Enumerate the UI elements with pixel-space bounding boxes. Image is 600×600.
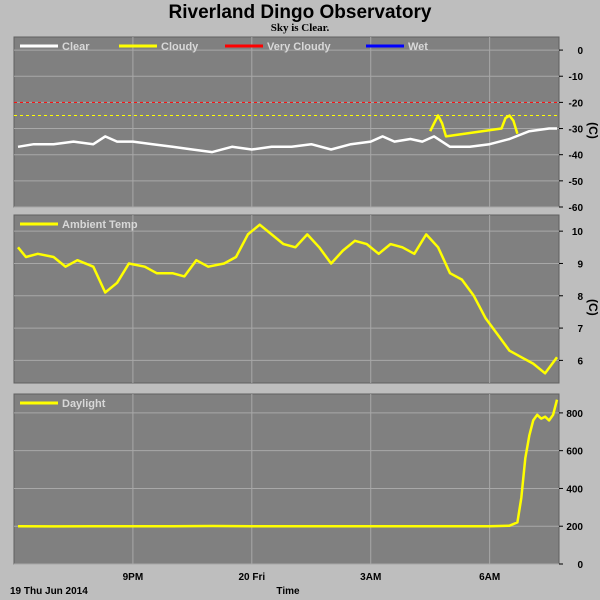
y-tick-label: 600 bbox=[566, 447, 583, 458]
y-tick-label: 0 bbox=[577, 560, 583, 571]
plot-area bbox=[13, 214, 560, 384]
panel-3: 800 600 400 200 0 9PM 20 Fri 3AM 6AM Daylight bbox=[13, 393, 583, 583]
x-tick-label: 20 Fri bbox=[238, 572, 265, 583]
series-line bbox=[17, 399, 559, 528]
y-tick-label: 0 bbox=[577, 46, 583, 57]
y-tick-label: 400 bbox=[566, 484, 583, 495]
series-line bbox=[17, 127, 557, 154]
legend-label: Very Cloudy bbox=[267, 41, 331, 53]
legend-label: Clear bbox=[62, 41, 90, 53]
y-tick-label: -50 bbox=[569, 177, 584, 188]
x-axis-label: Time bbox=[276, 586, 300, 597]
y-tick-label: 6 bbox=[577, 356, 583, 367]
plot-area bbox=[13, 36, 560, 208]
legend-label: Daylight bbox=[62, 398, 106, 410]
date-label: 19 Thu Jun 2014 bbox=[10, 586, 88, 597]
y-tick-label: 10 bbox=[572, 227, 584, 238]
chart-title: Riverland Dingo Observatory bbox=[169, 2, 432, 23]
y-tick-label: -10 bbox=[569, 72, 584, 83]
x-tick-label: 9PM bbox=[123, 572, 144, 583]
y-tick-label: -30 bbox=[569, 125, 584, 136]
y-unit-label: (C) bbox=[586, 122, 600, 139]
plot-area bbox=[13, 393, 560, 565]
y-tick-label: 9 bbox=[577, 259, 583, 270]
chart-subtitle: Sky is Clear. bbox=[271, 22, 330, 34]
x-tick-label: 3AM bbox=[360, 572, 381, 583]
chart-panels: 0 -10 -20 -30 -40 -50 -60 Clear Cloudy Very Cloud… bbox=[13, 36, 600, 583]
legend-label: Ambient Temp bbox=[62, 219, 138, 231]
y-tick-label: 8 bbox=[577, 292, 583, 303]
y-tick-label: 7 bbox=[577, 324, 583, 335]
series-line bbox=[429, 114, 519, 138]
x-tick-label: 6AM bbox=[479, 572, 500, 583]
y-tick-label: -60 bbox=[569, 203, 584, 214]
panel-1: 0 -10 -20 -30 -40 -50 -60 Clear Cloudy Very Cloud… bbox=[13, 36, 600, 214]
y-tick-label: -20 bbox=[569, 98, 584, 109]
y-tick-label: 200 bbox=[566, 522, 583, 533]
legend-label: Wet bbox=[408, 41, 428, 53]
y-tick-label: -40 bbox=[569, 151, 584, 162]
legend-label: Cloudy bbox=[161, 41, 199, 53]
panel-2: 10 9 8 7 6 Ambient Temp (C) bbox=[13, 214, 600, 384]
y-tick-label: 800 bbox=[566, 409, 583, 420]
series-line bbox=[17, 223, 559, 375]
y-unit-label: (C) bbox=[586, 299, 600, 316]
